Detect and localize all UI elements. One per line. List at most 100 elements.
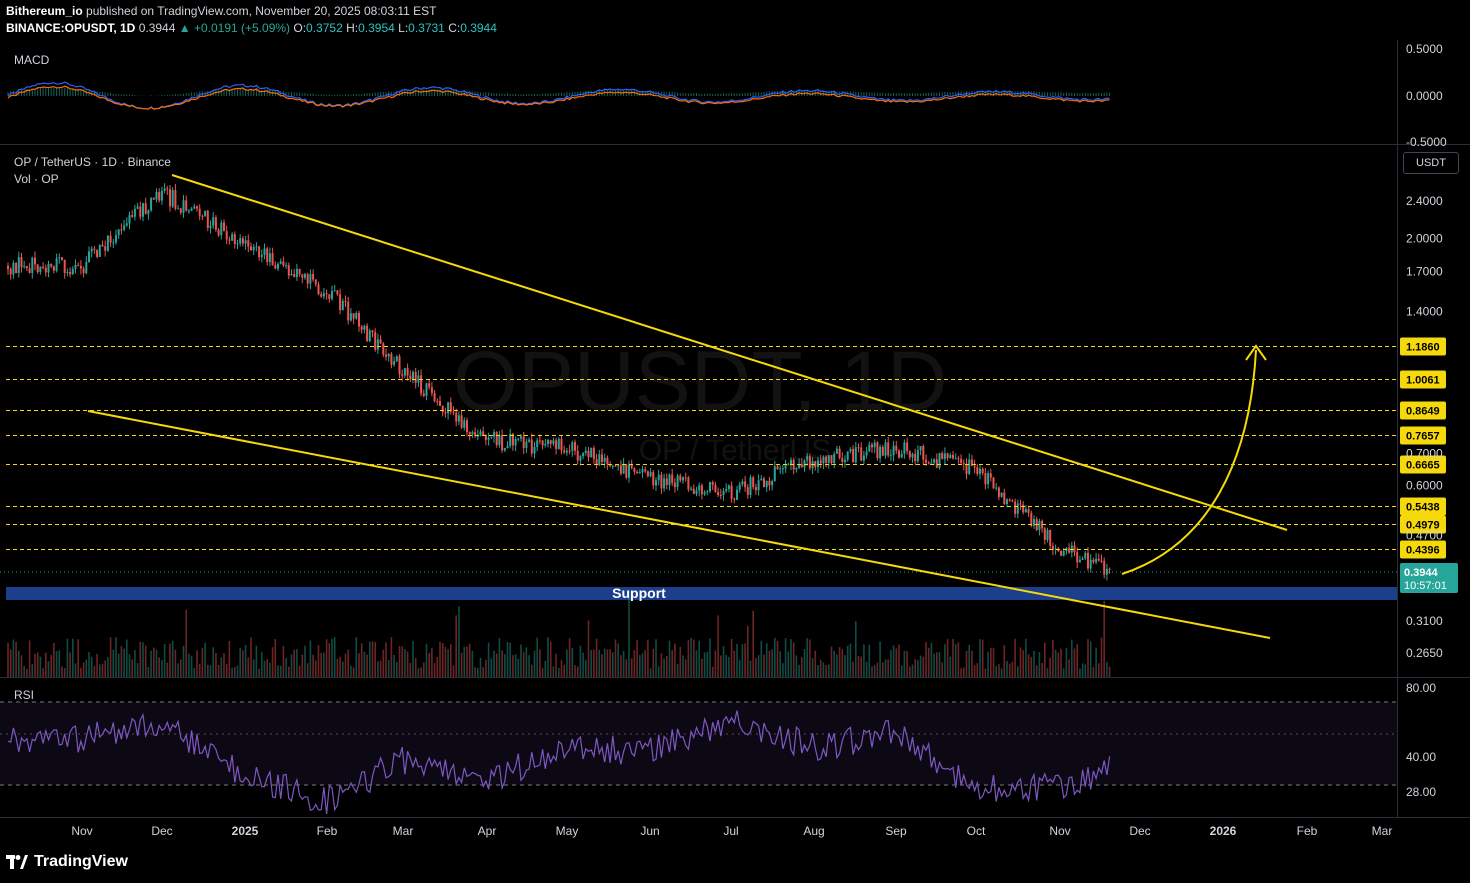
macd-line[interactable] [7,81,1110,110]
candle-body[interactable] [349,313,352,321]
candle-body[interactable] [738,484,741,490]
candle-body[interactable] [93,248,96,250]
candle-body[interactable] [117,229,120,236]
candle-body[interactable] [819,460,822,464]
candle-body[interactable] [417,375,420,383]
candle-body[interactable] [420,375,423,394]
candle-body[interactable] [239,238,242,244]
candle-body[interactable] [854,447,857,463]
candle-body[interactable] [28,268,31,273]
candle-body[interactable] [779,468,782,470]
candle-body[interactable] [355,312,358,319]
candle-body[interactable] [401,374,404,376]
candle-body[interactable] [236,243,239,245]
candle-body[interactable] [900,453,903,458]
candle-body[interactable] [525,441,528,448]
currency-button[interactable]: USDT [1403,152,1459,174]
candle-body[interactable] [1043,528,1046,540]
candle-body[interactable] [1051,545,1054,550]
candle-body[interactable] [1097,558,1100,561]
candle-body[interactable] [976,467,979,474]
candle-body[interactable] [862,455,865,461]
candle-body[interactable] [584,450,587,454]
candle-body[interactable] [228,239,231,241]
candle-body[interactable] [484,435,487,440]
candle-body[interactable] [225,231,228,240]
candles[interactable] [7,183,1111,581]
candle-body[interactable] [749,477,752,495]
candle-body[interactable] [209,225,212,228]
candle-body[interactable] [609,464,612,466]
candle-body[interactable] [552,440,555,444]
candle-body[interactable] [374,332,377,350]
candle-body[interactable] [436,400,439,402]
candle-body[interactable] [1024,509,1027,513]
candle-body[interactable] [490,436,493,438]
candle-body[interactable] [625,463,628,478]
candle-body[interactable] [193,206,196,209]
candle-body[interactable] [595,459,598,466]
candle-body[interactable] [66,271,69,273]
candle-body[interactable] [590,448,593,458]
candle-body[interactable] [309,273,312,284]
price-axis[interactable]: 2.4000 2.0000 1.7000 1.4000 0.7000 0.6000 0.47… [1406,42,1447,799]
candle-body[interactable] [825,456,828,463]
candle-body[interactable] [922,446,925,460]
candle-body[interactable] [795,467,798,470]
candle-body[interactable] [876,442,879,459]
candle-body[interactable] [938,453,941,468]
candle-body[interactable] [339,294,342,311]
candle-body[interactable] [449,402,452,412]
candle-body[interactable] [682,477,684,481]
candle-body[interactable] [514,438,517,446]
macd-title[interactable]: MACD [14,53,50,67]
candle-body[interactable] [1049,529,1052,546]
candle-body[interactable] [190,208,193,211]
candle-body[interactable] [611,465,614,467]
candle-body[interactable] [860,447,863,461]
candle-body[interactable] [857,447,860,449]
candle-body[interactable] [703,492,706,495]
candle-body[interactable] [757,480,760,491]
candle-body[interactable] [371,330,374,333]
candle-body[interactable] [952,454,954,459]
candle-body[interactable] [476,435,479,437]
candle-body[interactable] [395,356,398,362]
candle-body[interactable] [455,412,458,422]
candle-body[interactable] [568,450,571,452]
candle-body[interactable] [1068,547,1071,553]
candle-body[interactable] [501,434,504,451]
candle-body[interactable] [250,246,252,251]
candle-body[interactable] [1054,548,1057,550]
candle-body[interactable] [77,264,80,266]
candle-body[interactable] [25,266,28,269]
candle-body[interactable] [23,266,26,268]
candle-body[interactable] [746,487,749,495]
candle-body[interactable] [196,206,198,209]
candle-body[interactable] [252,247,255,251]
candle-body[interactable] [312,273,315,280]
candle-body[interactable] [131,215,134,217]
candle-body[interactable] [274,265,277,269]
candle-body[interactable] [422,393,425,396]
candle-body[interactable] [530,439,533,454]
lower-trendline[interactable] [87,410,1271,639]
candle-body[interactable] [52,266,55,271]
candle-body[interactable] [700,485,703,495]
candle-body[interactable] [908,451,911,458]
candle-body[interactable] [88,251,90,263]
candle-body[interactable] [641,469,644,473]
candle-body[interactable] [844,459,846,462]
candle-body[interactable] [987,473,990,485]
candle-body[interactable] [1022,504,1025,513]
rsi-title[interactable]: RSI [14,688,35,702]
candle-body[interactable] [865,451,868,456]
candle-body[interactable] [1033,519,1035,526]
candle-body[interactable] [695,490,698,494]
candle-body[interactable] [798,464,801,468]
volume-title[interactable]: Vol · OP [14,172,59,186]
candle-body[interactable] [995,487,998,489]
candle-body[interactable] [412,371,414,380]
candle-body[interactable] [36,264,39,273]
candle-body[interactable] [290,273,293,276]
